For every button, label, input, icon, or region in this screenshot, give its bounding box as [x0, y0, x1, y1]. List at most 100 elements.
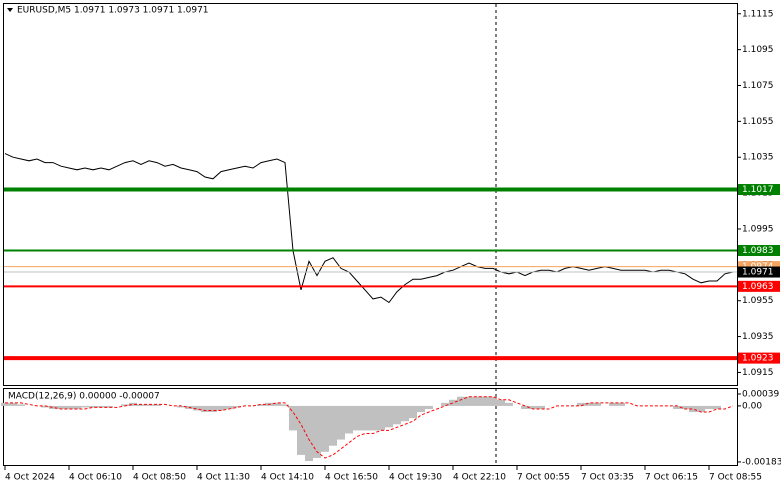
histogram-bar [537, 405, 545, 409]
histogram-bar [313, 405, 321, 458]
histogram-bar [593, 402, 601, 406]
histogram-bar [425, 405, 433, 409]
histogram-bar [97, 405, 105, 408]
y-tick-label: 0.00039 [742, 389, 779, 399]
histogram-bar [193, 405, 201, 411]
signal-line [5, 396, 734, 459]
y-tick-label: 1.0995 [742, 224, 774, 234]
histogram-bar [337, 405, 345, 440]
price-line [4, 153, 734, 304]
x-tick-label: 7 Oct 00:55 [517, 473, 570, 483]
macd-pane-frame [3, 388, 738, 466]
histogram-bar [385, 405, 393, 428]
y-tick-label: 1.0915 [742, 368, 774, 378]
x-tick-label: 4 Oct 08:50 [133, 473, 186, 483]
level-label-bg [738, 184, 780, 196]
histogram-bar [49, 405, 57, 409]
histogram-bar [585, 402, 593, 406]
histogram-bar [361, 405, 369, 431]
histogram-bar [329, 405, 337, 446]
x-tick-label: 4 Oct 14:10 [261, 473, 314, 483]
y-tick-label: 1.0935 [742, 332, 774, 342]
histogram-bar [473, 396, 481, 406]
level-label: 1.0983 [742, 246, 774, 256]
x-tick-label: 7 Oct 06:15 [645, 473, 698, 483]
histogram-bar [689, 405, 697, 413]
level-label: 1.0923 [742, 354, 774, 364]
histogram-bar [609, 402, 617, 406]
histogram-bar [177, 405, 185, 408]
histogram-bar [153, 404, 161, 406]
main-pane-frame [3, 3, 738, 386]
histogram-bar [105, 405, 113, 408]
histogram-bar [297, 405, 305, 455]
x-tick-label: 4 Oct 19:30 [389, 473, 442, 483]
y-tick-label: -0.00183 [742, 457, 781, 467]
histogram-bar [529, 405, 537, 409]
y-tick-label: 1.1115 [742, 9, 774, 19]
x-tick-label: 4 Oct 16:50 [325, 473, 378, 483]
histogram-bar [497, 399, 505, 406]
histogram-bar [673, 405, 681, 409]
histogram-bar [713, 405, 721, 409]
histogram-bar [17, 404, 25, 406]
histogram-bar [505, 402, 513, 406]
histogram-bar [65, 405, 73, 409]
histogram-bar [521, 405, 529, 409]
histogram-bar [345, 405, 353, 434]
histogram-bar [129, 402, 137, 406]
histogram-bar [257, 404, 265, 406]
indicator-title: MACD(12,26,9) 0.00000 -0.00007 [8, 392, 160, 402]
y-tick-label: 1.1055 [742, 117, 774, 127]
histogram-bar [409, 405, 417, 419]
x-tick-label: 7 Oct 03:35 [581, 473, 634, 483]
y-tick-label: 0.00 [742, 401, 762, 411]
histogram-bar [369, 405, 377, 431]
chart-title: EURUSD,M5 1.0971 1.0973 1.0971 1.0971 [17, 6, 209, 16]
level-label: 1.1017 [742, 185, 774, 195]
histogram-bar [145, 404, 153, 406]
x-tick-label: 4 Oct 22:10 [453, 473, 506, 483]
histogram-bar [1, 402, 9, 406]
histogram-bar [281, 404, 289, 406]
histogram-bar [41, 405, 49, 408]
histogram-bar [305, 405, 313, 462]
histogram-bar [449, 399, 457, 406]
histogram-bar [441, 402, 449, 406]
histogram-bar [217, 405, 225, 411]
histogram-bar [233, 405, 241, 408]
histogram-bar [457, 396, 465, 406]
level-label-bg [738, 266, 780, 278]
histogram-bar [697, 405, 705, 413]
histogram-bar [289, 405, 297, 431]
histogram-bar [481, 396, 489, 406]
histogram-bar [89, 405, 97, 408]
histogram-bar [705, 405, 713, 409]
histogram-bar [273, 402, 281, 406]
histogram-bar [209, 405, 217, 413]
x-tick-label: 4 Oct 2024 [5, 473, 55, 483]
histogram-bar [201, 405, 209, 413]
x-tick-label: 4 Oct 11:30 [197, 473, 250, 483]
histogram-bar [81, 405, 89, 408]
symbol-menu-icon [7, 8, 13, 12]
histogram-bar [121, 404, 129, 406]
histogram-bar [417, 405, 425, 413]
y-tick-label: 1.0955 [742, 296, 774, 306]
histogram-bar [57, 405, 65, 409]
level-label-bg [738, 280, 780, 292]
histogram-bar [393, 405, 401, 425]
histogram-bar [9, 402, 17, 406]
y-tick-label: 1.1095 [742, 45, 774, 55]
histogram-bar [377, 405, 385, 431]
x-tick-label: 7 Oct 08:55 [709, 473, 762, 483]
level-label: 1.0971 [742, 268, 774, 278]
histogram-bar [465, 396, 473, 406]
histogram-bar [617, 402, 625, 406]
level-label: 1.0963 [742, 282, 774, 292]
histogram-bar [321, 405, 329, 452]
level-label-bg [738, 352, 780, 364]
histogram-bar [681, 405, 689, 409]
histogram-bar [225, 405, 233, 409]
